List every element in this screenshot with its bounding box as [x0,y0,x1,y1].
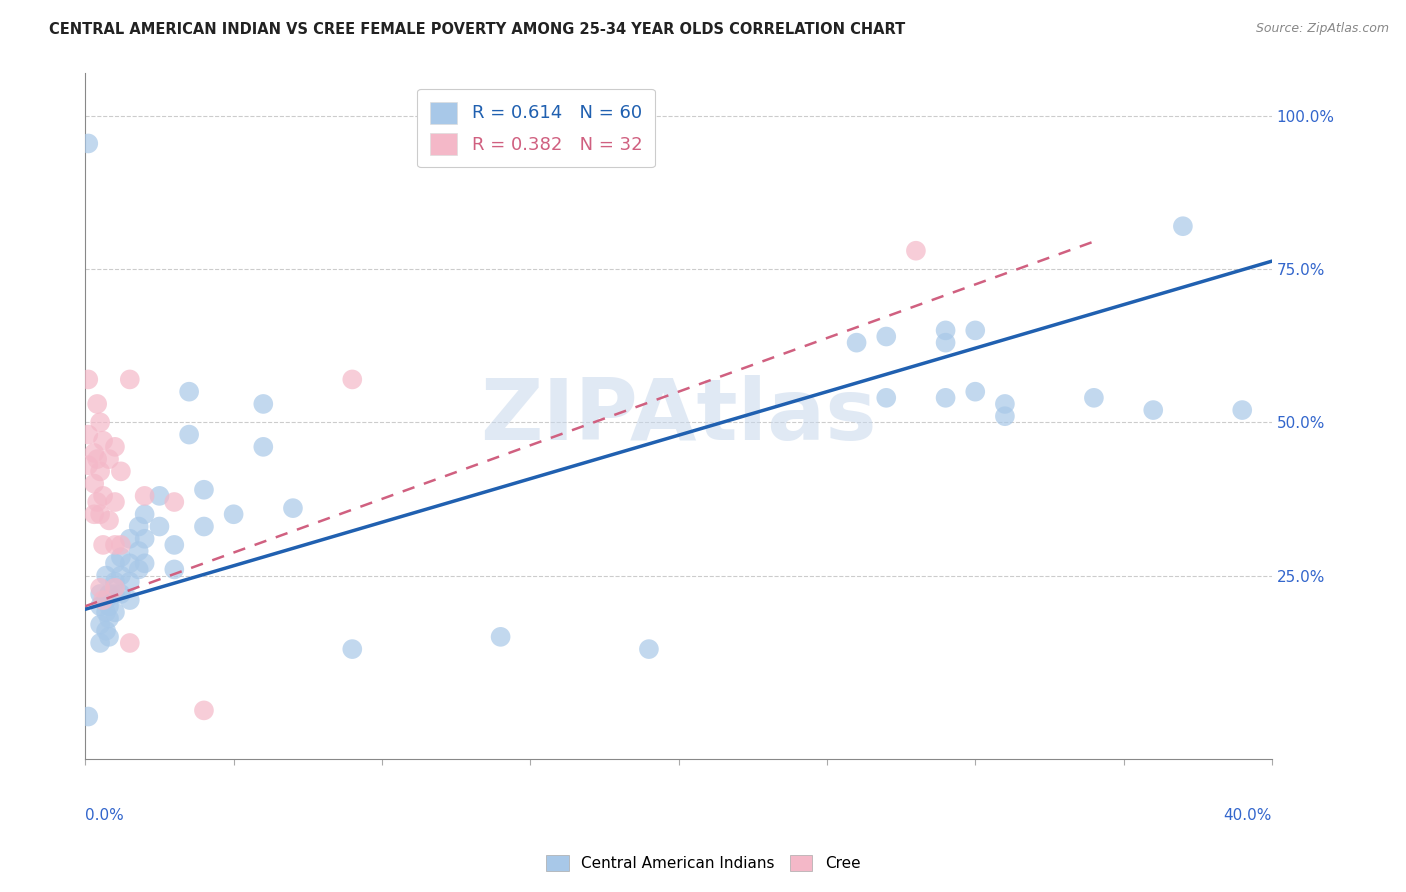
Point [104,495,127,509]
Text: Source: ZipAtlas.com: Source: ZipAtlas.com [1256,22,1389,36]
Point [98,611,121,625]
Point [104,538,127,552]
Point [128,562,150,576]
Point [193,703,215,717]
Point [193,483,215,497]
Point [134,556,156,570]
Point [91,593,114,607]
Point [86,452,108,467]
Point [94,593,117,607]
Point [128,519,150,533]
Point [134,508,156,522]
Point [1142,403,1164,417]
Point [77,136,100,151]
Point [110,538,132,552]
Point [77,372,100,386]
Point [118,556,141,570]
Point [935,335,957,350]
Point [935,391,957,405]
Point [110,464,132,478]
Point [994,409,1017,424]
Point [89,599,111,614]
Point [148,489,170,503]
Point [91,434,114,448]
Point [163,562,186,576]
Point [94,568,117,582]
Text: 0.0%: 0.0% [86,808,124,823]
Point [89,617,111,632]
Point [179,384,201,399]
Point [904,244,927,258]
Point [83,476,105,491]
Point [104,440,127,454]
Point [77,458,100,473]
Point [86,397,108,411]
Point [489,630,512,644]
Text: ZIPAtlas: ZIPAtlas [481,375,877,458]
Point [98,599,121,614]
Point [104,581,127,595]
Point [1171,219,1194,234]
Point [118,372,141,386]
Point [845,335,868,350]
Point [965,384,987,399]
Point [110,587,132,601]
Point [89,508,111,522]
Point [110,550,132,565]
Point [342,642,364,657]
Point [91,489,114,503]
Point [98,452,121,467]
Point [342,372,364,386]
Point [118,574,141,589]
Point [98,513,121,527]
Legend: R = 0.614   N = 60, R = 0.382   N = 32: R = 0.614 N = 60, R = 0.382 N = 32 [418,89,655,167]
Point [83,446,105,460]
Point [163,495,186,509]
Point [118,532,141,546]
Point [994,397,1017,411]
Point [89,587,111,601]
Point [77,427,100,442]
Point [222,508,245,522]
Point [91,538,114,552]
Point [98,630,121,644]
Point [134,489,156,503]
Point [86,495,108,509]
Point [104,556,127,570]
Point [89,581,111,595]
Point [193,519,215,533]
Point [89,464,111,478]
Point [638,642,661,657]
Point [94,624,117,638]
Point [89,415,111,429]
Point [89,636,111,650]
Point [98,587,121,601]
Point [110,568,132,582]
Point [935,323,957,337]
Point [104,574,127,589]
Point [148,519,170,533]
Point [104,605,127,619]
Point [1232,403,1254,417]
Point [118,593,141,607]
Legend: Central American Indians, Cree: Central American Indians, Cree [540,849,866,877]
Point [252,397,274,411]
Point [134,532,156,546]
Point [104,587,127,601]
Text: CENTRAL AMERICAN INDIAN VS CREE FEMALE POVERTY AMONG 25-34 YEAR OLDS CORRELATION: CENTRAL AMERICAN INDIAN VS CREE FEMALE P… [49,22,905,37]
Point [875,329,897,343]
Point [94,605,117,619]
Point [965,323,987,337]
Point [179,427,201,442]
Point [1083,391,1105,405]
Point [281,501,304,516]
Point [163,538,186,552]
Point [77,709,100,723]
Point [128,544,150,558]
Point [118,636,141,650]
Point [83,508,105,522]
Point [875,391,897,405]
Point [252,440,274,454]
Text: 40.0%: 40.0% [1223,808,1272,823]
